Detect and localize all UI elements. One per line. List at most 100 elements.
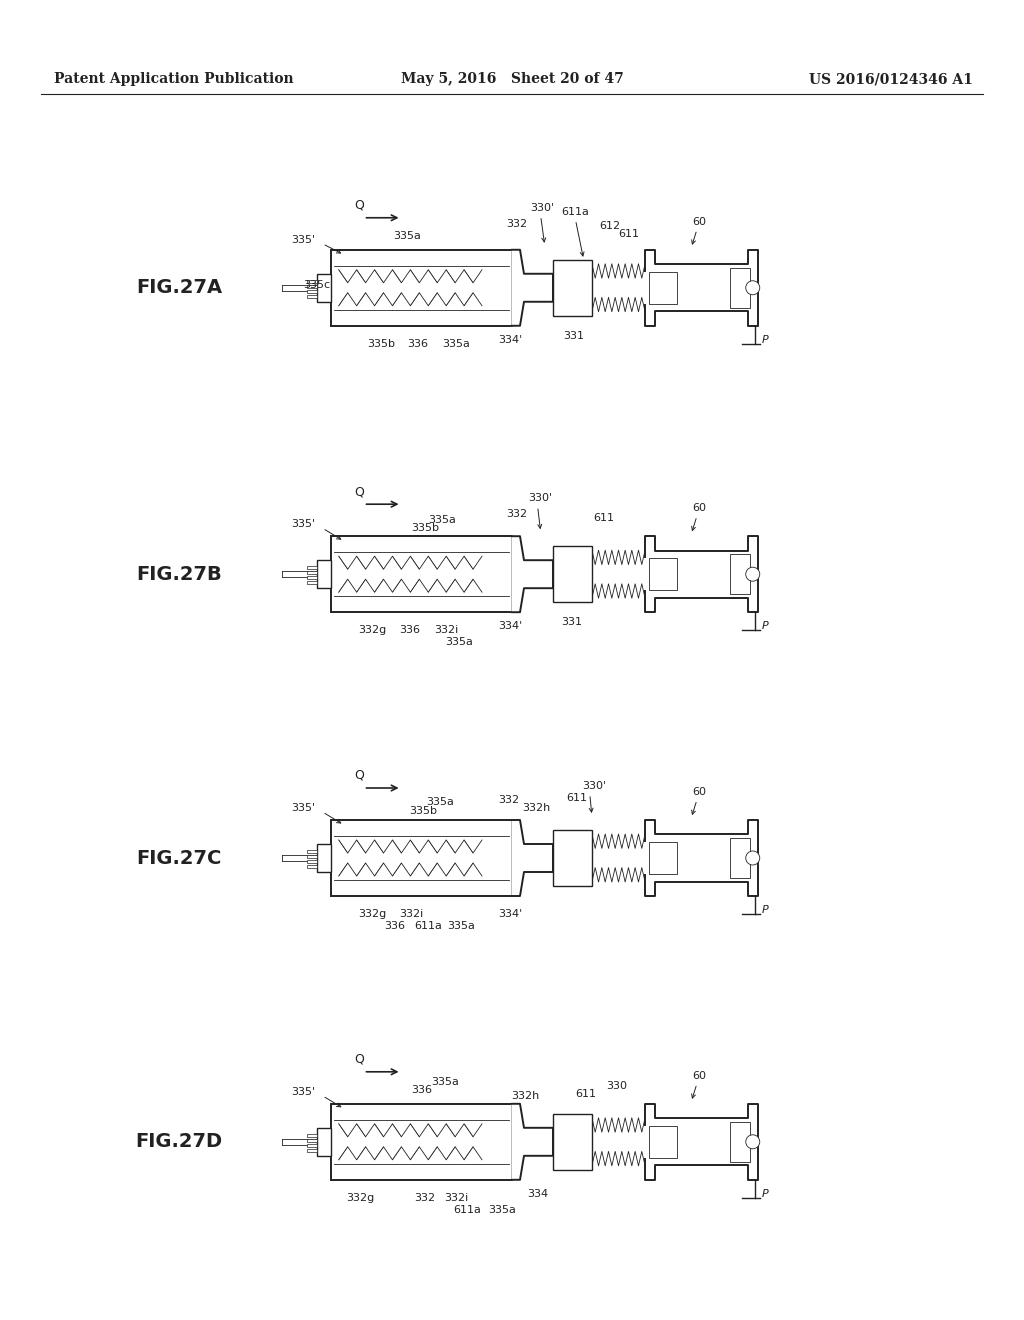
Bar bbox=[307, 577, 317, 579]
Text: 332i: 332i bbox=[434, 626, 459, 635]
Text: 335b: 335b bbox=[411, 523, 439, 533]
Text: 611a: 611a bbox=[453, 1205, 481, 1214]
Bar bbox=[331, 1104, 512, 1180]
Text: 335a: 335a bbox=[393, 231, 422, 240]
Text: 335a: 335a bbox=[441, 339, 470, 348]
Text: FIG.27C: FIG.27C bbox=[136, 849, 222, 867]
Text: US 2016/0124346 A1: US 2016/0124346 A1 bbox=[809, 73, 973, 86]
Polygon shape bbox=[645, 536, 758, 612]
Text: 335a: 335a bbox=[487, 1205, 516, 1214]
Bar bbox=[331, 820, 512, 896]
Text: 334': 334' bbox=[498, 335, 522, 345]
Text: 332: 332 bbox=[499, 795, 519, 805]
Text: 335': 335' bbox=[291, 235, 315, 244]
Bar bbox=[317, 1127, 331, 1156]
Text: 330': 330' bbox=[528, 494, 553, 503]
Text: Q: Q bbox=[354, 199, 365, 211]
Text: 60: 60 bbox=[691, 1071, 707, 1098]
Bar bbox=[317, 273, 331, 302]
Text: 336: 336 bbox=[399, 626, 420, 635]
Text: Q: Q bbox=[354, 1053, 365, 1065]
Bar bbox=[307, 1144, 317, 1147]
Text: 611: 611 bbox=[618, 228, 639, 239]
Text: 335a: 335a bbox=[446, 921, 475, 931]
Bar bbox=[307, 581, 317, 585]
Text: 332h: 332h bbox=[511, 1090, 540, 1101]
Bar bbox=[317, 843, 331, 873]
Bar bbox=[553, 546, 592, 602]
Polygon shape bbox=[645, 1104, 758, 1180]
Bar bbox=[730, 554, 750, 594]
Bar bbox=[307, 850, 317, 853]
Text: FIG.27D: FIG.27D bbox=[135, 1133, 223, 1151]
Text: 336: 336 bbox=[412, 1085, 432, 1094]
Text: 612: 612 bbox=[600, 220, 621, 231]
Text: Patent Application Publication: Patent Application Publication bbox=[54, 73, 294, 86]
Bar bbox=[331, 536, 512, 612]
Text: 335a: 335a bbox=[444, 638, 473, 647]
Polygon shape bbox=[645, 820, 758, 896]
Polygon shape bbox=[512, 249, 553, 326]
Text: 332g: 332g bbox=[346, 1193, 375, 1203]
Text: P: P bbox=[762, 906, 768, 915]
Bar bbox=[307, 865, 317, 869]
Bar bbox=[649, 842, 677, 874]
Bar bbox=[317, 560, 331, 589]
Text: 335b: 335b bbox=[409, 807, 437, 816]
Bar bbox=[553, 260, 592, 315]
Text: 332i: 332i bbox=[399, 909, 424, 919]
Bar bbox=[331, 249, 512, 326]
Bar bbox=[730, 838, 750, 878]
Text: 334': 334' bbox=[498, 909, 522, 919]
Bar bbox=[553, 830, 592, 886]
Bar bbox=[307, 566, 317, 569]
Bar bbox=[307, 855, 317, 858]
Circle shape bbox=[745, 281, 760, 294]
Text: Q: Q bbox=[354, 486, 365, 498]
Bar bbox=[307, 861, 317, 863]
Bar bbox=[307, 294, 317, 298]
Text: P: P bbox=[762, 622, 768, 631]
Text: 330: 330 bbox=[606, 1081, 627, 1090]
Text: 611: 611 bbox=[566, 793, 587, 803]
Bar bbox=[553, 1114, 592, 1170]
Text: 335a: 335a bbox=[426, 797, 455, 807]
Text: May 5, 2016   Sheet 20 of 47: May 5, 2016 Sheet 20 of 47 bbox=[400, 73, 624, 86]
Text: 611: 611 bbox=[594, 513, 614, 523]
Bar bbox=[307, 280, 317, 282]
Bar bbox=[649, 558, 677, 590]
Text: 332i: 332i bbox=[444, 1193, 469, 1203]
Text: 332: 332 bbox=[507, 510, 527, 519]
Text: 332: 332 bbox=[507, 219, 527, 228]
Text: 611a: 611a bbox=[561, 207, 590, 216]
Text: 336: 336 bbox=[408, 339, 428, 348]
Text: 60: 60 bbox=[691, 216, 707, 244]
Text: 611a: 611a bbox=[414, 921, 442, 931]
Text: 611: 611 bbox=[575, 1089, 596, 1098]
Bar bbox=[649, 272, 677, 304]
Text: 335': 335' bbox=[291, 519, 315, 529]
Text: 335': 335' bbox=[291, 803, 315, 813]
Circle shape bbox=[745, 568, 760, 581]
Circle shape bbox=[745, 1135, 760, 1148]
Text: 335': 335' bbox=[291, 1086, 315, 1097]
Bar bbox=[649, 1126, 677, 1158]
Polygon shape bbox=[645, 249, 758, 326]
Text: 332g: 332g bbox=[358, 909, 387, 919]
Text: 335c: 335c bbox=[304, 280, 331, 290]
Bar bbox=[730, 1122, 750, 1162]
Text: 332h: 332h bbox=[522, 803, 551, 813]
Circle shape bbox=[745, 851, 760, 865]
Text: P: P bbox=[762, 335, 768, 345]
Text: Q: Q bbox=[354, 770, 365, 781]
Bar bbox=[730, 268, 750, 308]
Polygon shape bbox=[512, 536, 553, 612]
Text: 331: 331 bbox=[563, 331, 584, 341]
Text: 334: 334 bbox=[527, 1189, 548, 1199]
Text: 335b: 335b bbox=[367, 339, 395, 348]
Text: 330': 330' bbox=[530, 203, 555, 213]
Text: P: P bbox=[762, 1189, 768, 1199]
Text: 60: 60 bbox=[691, 787, 707, 814]
Text: 332: 332 bbox=[415, 1193, 435, 1203]
Text: 331: 331 bbox=[561, 618, 582, 627]
